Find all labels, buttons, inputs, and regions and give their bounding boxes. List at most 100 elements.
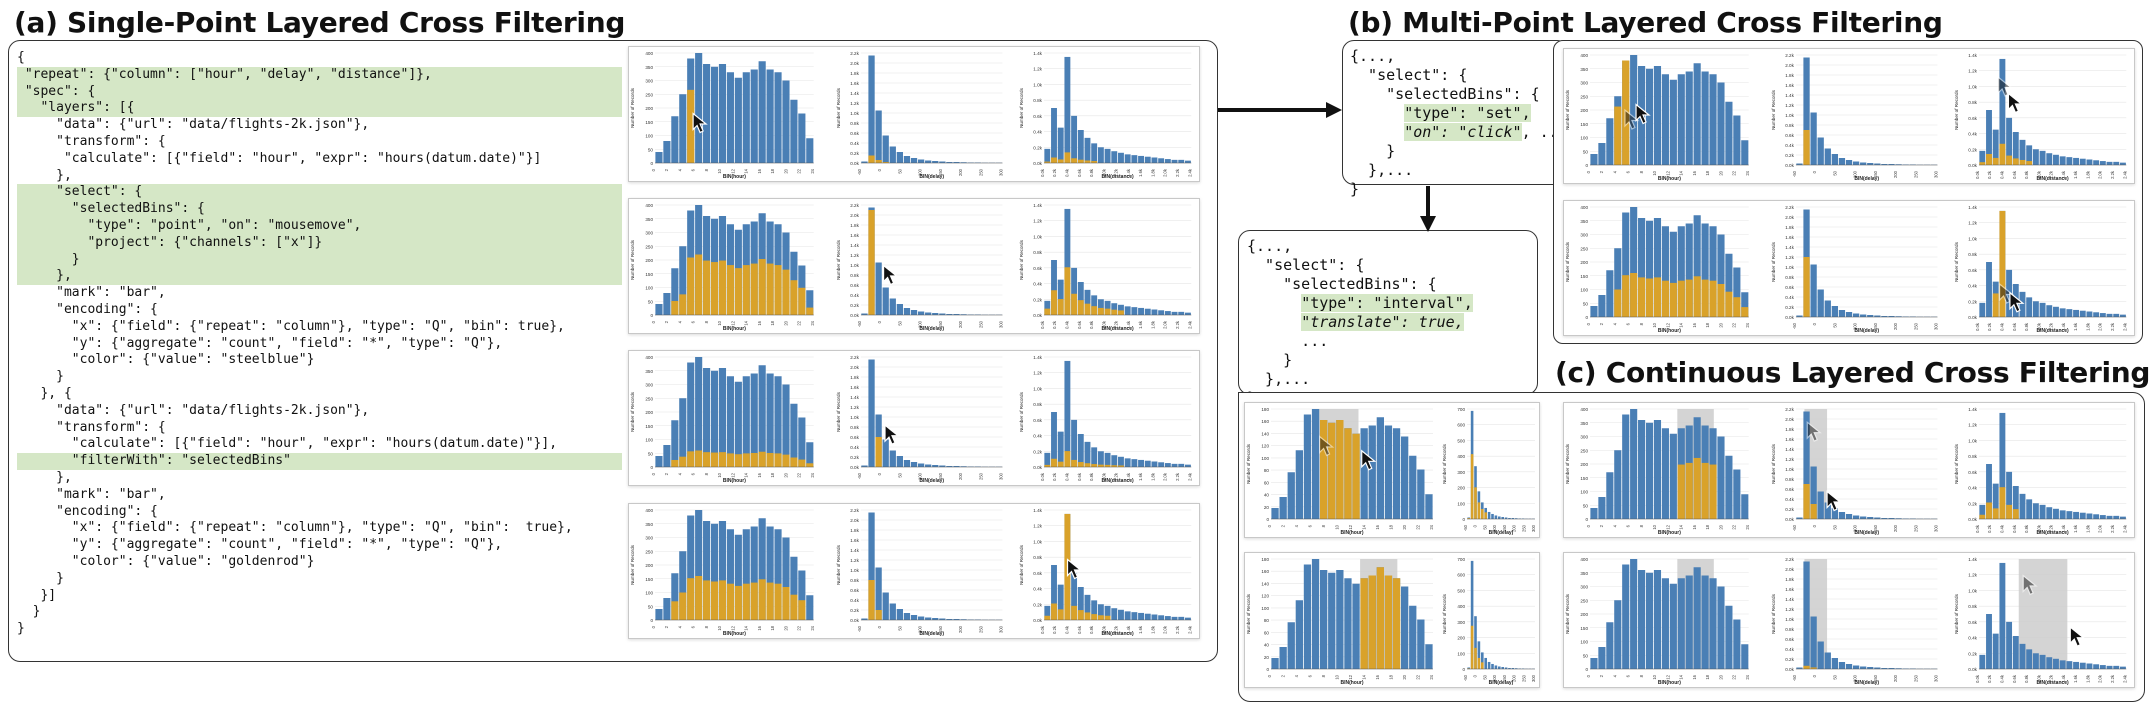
bar xyxy=(1986,614,1992,669)
bar xyxy=(2093,160,2100,165)
x-tick-label: 2 xyxy=(1281,674,1286,677)
y-tick-label: 1.4k xyxy=(850,395,859,400)
y-tick-label: 0.0k xyxy=(1785,163,1794,168)
y-tick-label: 0.0k xyxy=(1033,618,1042,623)
filtered-bar xyxy=(679,456,687,467)
x-tick-label: 100 xyxy=(1853,322,1858,330)
bar xyxy=(889,146,896,163)
bar xyxy=(2019,139,2026,165)
bar xyxy=(1838,662,1846,669)
bar xyxy=(917,463,925,467)
bar xyxy=(2019,291,2026,317)
code-a: { "repeat": {"column": ["hour", "delay",… xyxy=(17,50,622,638)
bar xyxy=(1111,608,1118,620)
code-line: "color": {"value": "goldenrod"} xyxy=(17,553,315,569)
x-tick-label: 12 xyxy=(1665,322,1670,327)
x-tick-label: 4 xyxy=(677,168,682,171)
bar xyxy=(1417,469,1425,519)
y-axis-label: Number of Records xyxy=(1954,593,1959,634)
y-tick-label: 300 xyxy=(645,536,653,541)
bar xyxy=(2073,157,2080,165)
bar xyxy=(1874,667,1881,669)
bar xyxy=(1630,409,1638,519)
bar xyxy=(1645,220,1654,317)
bar xyxy=(734,77,742,163)
bar xyxy=(960,466,967,467)
filtered-bar xyxy=(1111,309,1118,315)
bar xyxy=(655,152,663,163)
x-tick-label: 0.8k xyxy=(1089,168,1094,177)
x-tick-label: 1.8k xyxy=(1150,168,1155,177)
x-tick-label: 14 xyxy=(1679,674,1684,679)
filtered-bar xyxy=(1097,615,1104,620)
bar xyxy=(1824,300,1831,317)
x-tick-label: 250 xyxy=(978,320,983,328)
bar xyxy=(1653,570,1662,669)
bar xyxy=(882,439,889,467)
bar xyxy=(790,99,798,163)
y-tick-label: 350 xyxy=(1580,67,1588,72)
y-tick-label: 300 xyxy=(645,231,653,236)
bar xyxy=(1131,307,1138,315)
x-axis-label: BIN(hour) xyxy=(1340,680,1363,686)
y-tick-label: 0 xyxy=(650,161,653,166)
x-tick-label: 0.4k xyxy=(2000,170,2005,179)
x-tick-label: 22 xyxy=(1416,674,1421,679)
bar xyxy=(1104,300,1111,315)
y-tick-label: 0 xyxy=(650,465,653,470)
bar xyxy=(1796,667,1803,669)
y-tick-label: 200 xyxy=(1580,612,1588,617)
bar xyxy=(1104,452,1111,467)
bar xyxy=(1895,164,1902,165)
y-tick-label: 0.6k xyxy=(1033,418,1042,423)
filtered-bar xyxy=(2026,161,2033,165)
y-tick-label: 50 xyxy=(648,604,654,609)
bar xyxy=(1178,463,1185,467)
bar xyxy=(1077,130,1084,163)
filtered-bar xyxy=(1344,428,1352,519)
bar xyxy=(1817,137,1824,165)
bar xyxy=(1622,212,1630,317)
y-tick-label: 2.0k xyxy=(850,61,859,66)
x-axis-label: BIN(delay) xyxy=(1854,680,1879,686)
bar xyxy=(889,603,896,620)
filtered-bar xyxy=(1071,293,1078,315)
x-tick-label: 22 xyxy=(1732,524,1737,529)
bar xyxy=(939,465,946,467)
bar xyxy=(1295,450,1303,519)
cursor-icon xyxy=(1806,420,1822,443)
x-tick-label: 10 xyxy=(1652,170,1657,175)
x-tick-label: 2.2k xyxy=(1175,472,1180,481)
x-tick-label: 0.4k xyxy=(1065,320,1070,329)
x-tick-label: 20 xyxy=(783,472,788,477)
y-tick-label: 1.2k xyxy=(1785,103,1794,108)
y-tick-label: 50 xyxy=(1583,653,1589,658)
code-line: "calculate": [{"field": "hour", "expr": … xyxy=(17,150,542,166)
x-tick-label: 18 xyxy=(770,168,775,173)
x-axis-label: BIN(delay) xyxy=(1489,680,1514,686)
cursor-icon xyxy=(1624,108,1640,130)
y-tick-label: 200 xyxy=(1457,636,1465,641)
bar xyxy=(1118,304,1124,315)
filtered-bar xyxy=(758,579,766,620)
bar xyxy=(2006,471,2013,519)
x-axis-label: BIN(hour) xyxy=(1658,530,1681,536)
x-tick-label: 2.0k xyxy=(2098,322,2103,331)
x-tick-label: 0.8k xyxy=(2024,524,2029,533)
bar xyxy=(1064,208,1071,315)
code-line: } xyxy=(17,369,64,385)
x-tick-label: 0 xyxy=(1812,674,1817,677)
filtered-bar xyxy=(742,583,750,620)
x-tick-label: 14 xyxy=(1679,170,1684,175)
bar xyxy=(1817,641,1824,669)
x-tick-label: 1.4k xyxy=(1126,625,1131,634)
bar xyxy=(687,362,695,467)
filtered-bar xyxy=(774,583,782,620)
bar xyxy=(2099,161,2106,165)
filtered-bar xyxy=(1645,278,1654,317)
filtered-bar xyxy=(718,580,727,620)
cursor-icon xyxy=(884,423,900,446)
bar xyxy=(2113,515,2120,519)
x-tick-label: 16 xyxy=(1375,674,1380,679)
filtered-bar xyxy=(1992,508,1999,519)
